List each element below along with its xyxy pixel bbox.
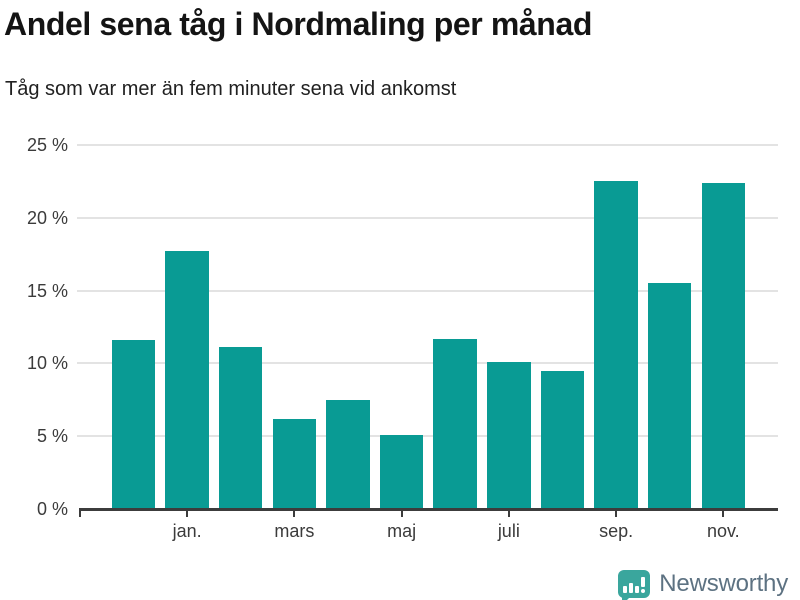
logo-chart-bar — [623, 586, 628, 593]
x-axis-start-tick — [79, 510, 81, 517]
y-axis-label: 25 % — [26, 135, 68, 155]
y-axis-label: 15 % — [26, 280, 68, 301]
x-axis-line — [79, 508, 778, 511]
gridline — [77, 144, 778, 146]
bar — [326, 399, 370, 509]
gridline — [77, 289, 778, 292]
y-axis-label: 20 % — [26, 207, 68, 228]
x-axis-tick — [186, 510, 189, 517]
exclamation-icon — [641, 577, 646, 593]
x-axis-label: maj — [387, 521, 417, 541]
x-axis-label: jan. — [172, 521, 202, 541]
chart-subtitle: Tåg som var mer än fem minuter sena vid … — [5, 78, 457, 100]
chart-title: Andel sena tåg i Nordmaling per månad — [4, 6, 592, 42]
newsworthy-logo-icon — [618, 570, 651, 600]
bar — [701, 182, 746, 509]
y-axis-label: 5 % — [36, 426, 68, 447]
bar — [218, 347, 263, 509]
speech-bubble-tail — [622, 596, 632, 600]
logo-chart-bar — [629, 583, 634, 593]
gridline — [77, 435, 778, 438]
x-axis-tick — [293, 510, 296, 517]
x-axis-label: juli — [497, 521, 520, 541]
newsworthy-logo[interactable]: Newsworthy — [618, 570, 788, 600]
x-axis-label: sep. — [599, 521, 634, 541]
gridline — [77, 216, 778, 219]
y-axis-label: 10 % — [26, 353, 68, 374]
bar — [165, 251, 209, 509]
gridline — [77, 362, 778, 365]
bar — [272, 418, 317, 509]
x-axis-tick — [507, 510, 510, 517]
bar — [433, 338, 477, 509]
y-axis-label: 0 % — [36, 499, 68, 519]
x-axis-tick — [400, 510, 403, 517]
x-axis-tick — [615, 510, 618, 517]
logo-chart-bar — [635, 586, 640, 593]
x-axis-label: mars — [274, 521, 315, 541]
bar — [111, 340, 156, 509]
bar — [647, 283, 692, 509]
bar — [379, 434, 424, 509]
bar — [487, 361, 531, 509]
x-axis-label: nov. — [706, 521, 740, 541]
x-axis-tick — [722, 510, 725, 517]
bar — [594, 181, 638, 509]
newsworthy-brand-text: Newsworthy — [659, 570, 788, 597]
bar — [540, 370, 585, 509]
